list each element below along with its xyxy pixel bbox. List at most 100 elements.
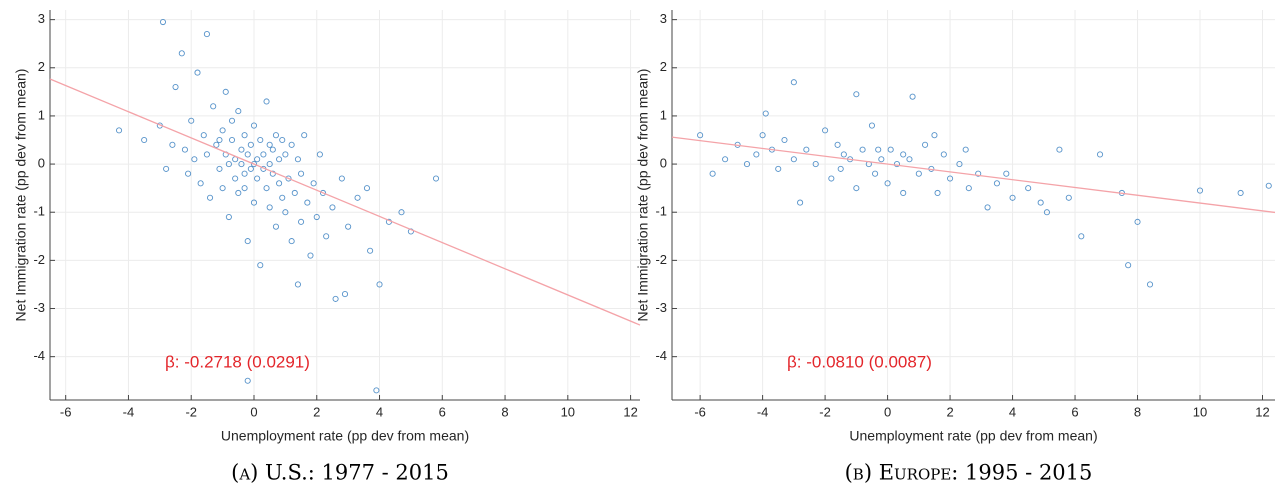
scatter-point — [188, 117, 195, 124]
scatter-point — [216, 136, 223, 144]
scatter-point — [1003, 170, 1010, 177]
scatter-point — [875, 146, 882, 153]
scatter-point — [1037, 199, 1044, 206]
x-tick-label: 8 — [1134, 404, 1141, 419]
scatter-point — [872, 170, 879, 177]
scatter-point — [235, 189, 242, 197]
x-tick-label: 4 — [376, 404, 383, 419]
y-tick-label: 1 — [660, 107, 667, 122]
scatter-point — [1237, 189, 1244, 197]
x-tick-label: -4 — [757, 404, 769, 419]
scatter-point — [709, 170, 716, 177]
scatter-point — [235, 108, 242, 115]
x-tick-label: 0 — [250, 404, 257, 419]
scatter-point — [934, 189, 941, 197]
y-tick-label: 0 — [38, 156, 45, 171]
scatter-point — [200, 132, 207, 139]
x-tick-label: 12 — [1255, 404, 1269, 419]
scatter-point — [962, 146, 969, 153]
scatter-point — [828, 175, 835, 182]
scatter-point — [837, 165, 844, 172]
scatter-point — [884, 180, 891, 187]
y-tick-label: -1 — [655, 204, 667, 219]
scatter-point — [307, 252, 314, 259]
scatter-point — [316, 151, 323, 158]
scatter-point — [1125, 262, 1132, 269]
scatter-point — [279, 194, 286, 201]
x-axis-label: Unemployment rate (pp dev from mean) — [221, 428, 469, 444]
scatter-point — [909, 93, 916, 100]
scatter-point — [285, 175, 292, 182]
scatter-point — [797, 199, 804, 206]
scatter-point — [1146, 281, 1154, 288]
scatter-point — [288, 238, 295, 245]
scatter-point — [354, 194, 361, 201]
scatter-point — [241, 185, 248, 192]
scatter-point — [341, 291, 349, 298]
scatter-point — [266, 204, 273, 211]
scatter-point — [272, 132, 280, 139]
scatter-point — [257, 136, 264, 144]
scatter-point — [906, 156, 913, 163]
scatter-point — [282, 151, 289, 158]
caption: (a) U.S.: 1977 - 2015 — [231, 461, 449, 485]
scatter-point — [887, 146, 894, 153]
y-tick-label: -3 — [655, 300, 667, 315]
y-tick-label: -2 — [33, 252, 45, 267]
scatter-point — [222, 88, 229, 95]
x-tick-label: 6 — [439, 404, 446, 419]
scatter-point — [1265, 182, 1272, 189]
x-tick-label: 10 — [1193, 404, 1207, 419]
x-tick-label: 10 — [561, 404, 575, 419]
scatter-point — [1043, 209, 1050, 216]
scatter-point — [822, 127, 829, 134]
scatter-point — [276, 156, 283, 163]
scatter-point — [254, 156, 261, 163]
scatter-point — [900, 151, 907, 158]
scatter-point — [338, 175, 345, 182]
x-tick-label: -4 — [123, 404, 135, 419]
scatter-point — [915, 170, 922, 177]
scatter-point — [272, 223, 280, 230]
scatter-point — [1009, 194, 1016, 201]
scatter-point — [840, 151, 847, 158]
scatter-point — [219, 127, 226, 134]
scatter-point — [266, 141, 273, 148]
x-tick-label: 0 — [884, 404, 891, 419]
scatter-point — [269, 146, 276, 153]
y-tick-label: -1 — [33, 204, 45, 219]
scatter-point — [1056, 146, 1063, 153]
scatter-point — [276, 180, 283, 187]
y-tick-label: 2 — [38, 59, 45, 74]
scatter-point — [247, 165, 254, 172]
scatter-point — [373, 387, 380, 394]
scatter-point — [115, 127, 123, 134]
y-tick-label: 3 — [38, 11, 45, 26]
scatter-point — [853, 185, 860, 192]
scatter-point — [238, 161, 245, 168]
scatter-point — [984, 204, 991, 211]
scatter-point — [975, 170, 982, 177]
scatter-point — [291, 189, 298, 197]
fit-line — [49, 78, 641, 326]
scatter-point — [398, 209, 405, 216]
scatter-point — [1065, 194, 1072, 201]
scatter-point — [203, 31, 210, 38]
scatter-point — [266, 161, 273, 168]
scatter-point — [1025, 185, 1032, 192]
scatter-point — [238, 146, 245, 153]
y-tick-label: -4 — [33, 348, 45, 363]
scatter-point — [185, 170, 192, 177]
scatter-point — [228, 136, 236, 144]
scatter-point — [304, 199, 311, 206]
scatter-point — [893, 161, 901, 168]
scatter-point — [288, 141, 295, 148]
scatter-point — [993, 180, 1000, 187]
scatter-point — [956, 161, 963, 168]
scatter-point — [931, 132, 938, 139]
x-tick-label: 6 — [1071, 404, 1078, 419]
x-tick-label: 12 — [623, 404, 637, 419]
scatter-point — [722, 156, 729, 163]
scatter-point — [1196, 187, 1204, 194]
